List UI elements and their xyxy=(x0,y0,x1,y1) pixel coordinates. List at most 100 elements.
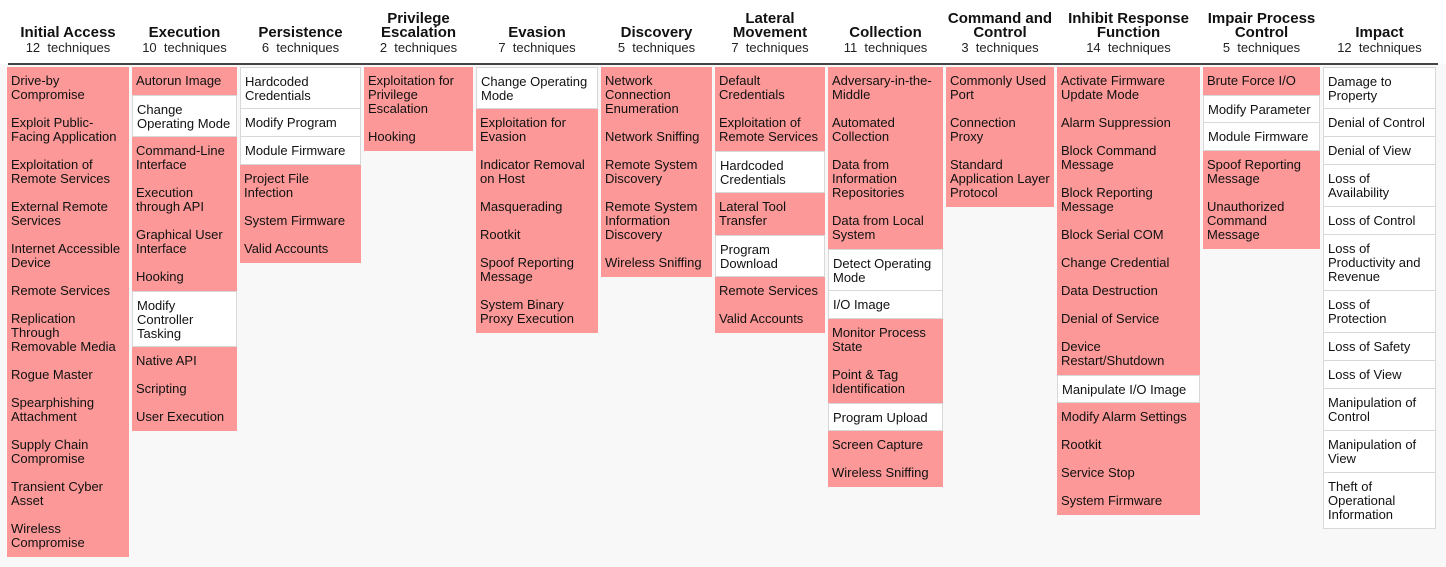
technique-denial-of-control[interactable]: Denial of Control xyxy=(1323,109,1436,137)
technique-loss-of-availability[interactable]: Loss of Availability xyxy=(1323,165,1436,207)
tactic-header-collection[interactable]: Collection 11 techniques xyxy=(828,25,943,55)
technique-modify-alarm-settings[interactable]: Modify Alarm Settings xyxy=(1057,403,1200,431)
technique-change-operating-mode[interactable]: Change Operating Mode xyxy=(132,95,237,137)
technique-internet-accessible-device[interactable]: Internet Accessible Device xyxy=(7,235,129,277)
technique-i-o-image[interactable]: I/O Image xyxy=(828,291,943,319)
technique-activate-firmware-update-mode[interactable]: Activate Firmware Update Mode xyxy=(1057,67,1200,109)
technique-loss-of-view[interactable]: Loss of View xyxy=(1323,361,1436,389)
tactic-header-discovery[interactable]: Discovery 5 techniques xyxy=(601,25,712,55)
technique-change-credential[interactable]: Change Credential xyxy=(1057,249,1200,277)
technique-adversary-in-the-middle[interactable]: Adversary-in-the-Middle xyxy=(828,67,943,109)
technique-theft-of-operational-information[interactable]: Theft of Operational Information xyxy=(1323,473,1436,529)
technique-damage-to-property[interactable]: Damage to Property xyxy=(1323,67,1436,109)
technique-program-upload[interactable]: Program Upload xyxy=(828,403,943,431)
technique-data-from-local-system[interactable]: Data from Local System xyxy=(828,207,943,249)
technique-data-destruction[interactable]: Data Destruction xyxy=(1057,277,1200,305)
technique-external-remote-services[interactable]: External Remote Services xyxy=(7,193,129,235)
technique-service-stop[interactable]: Service Stop xyxy=(1057,459,1200,487)
technique-exploitation-for-evasion[interactable]: Exploitation for Evasion xyxy=(476,109,598,151)
technique-screen-capture[interactable]: Screen Capture xyxy=(828,431,943,459)
technique-module-firmware[interactable]: Module Firmware xyxy=(1203,123,1320,151)
technique-project-file-infection[interactable]: Project File Infection xyxy=(240,165,361,207)
technique-graphical-user-interface[interactable]: Graphical User Interface xyxy=(132,221,237,263)
technique-rogue-master[interactable]: Rogue Master xyxy=(7,361,129,389)
technique-loss-of-control[interactable]: Loss of Control xyxy=(1323,207,1436,235)
technique-hardcoded-credentials[interactable]: Hardcoded Credentials xyxy=(240,67,361,109)
technique-modify-parameter[interactable]: Modify Parameter xyxy=(1203,95,1320,123)
technique-execution-through-api[interactable]: Execution through API xyxy=(132,179,237,221)
technique-manipulate-i-o-image[interactable]: Manipulate I/O Image xyxy=(1057,375,1200,403)
technique-detect-operating-mode[interactable]: Detect Operating Mode xyxy=(828,249,943,291)
technique-modify-controller-tasking[interactable]: Modify Controller Tasking xyxy=(132,291,237,347)
technique-remote-services[interactable]: Remote Services xyxy=(715,277,825,305)
technique-denial-of-service[interactable]: Denial of Service xyxy=(1057,305,1200,333)
technique-masquerading[interactable]: Masquerading xyxy=(476,193,598,221)
technique-system-firmware[interactable]: System Firmware xyxy=(1057,487,1200,515)
tactic-header-inhibit-response-function[interactable]: Inhibit Response Function 14 techniques xyxy=(1057,11,1200,55)
technique-wireless-sniffing[interactable]: Wireless Sniffing xyxy=(828,459,943,487)
technique-hardcoded-credentials[interactable]: Hardcoded Credentials xyxy=(715,151,825,193)
technique-spearphishing-attachment[interactable]: Spearphishing Attachment xyxy=(7,389,129,431)
technique-remote-system-information-discovery[interactable]: Remote System Information Discovery xyxy=(601,193,712,249)
technique-rootkit[interactable]: Rootkit xyxy=(1057,431,1200,459)
technique-brute-force-i-o[interactable]: Brute Force I/O xyxy=(1203,67,1320,95)
technique-native-api[interactable]: Native API xyxy=(132,347,237,375)
technique-hooking[interactable]: Hooking xyxy=(364,123,473,151)
technique-system-binary-proxy-execution[interactable]: System Binary Proxy Execution xyxy=(476,291,598,333)
tactic-header-command-and-control[interactable]: Command and Control 3 techniques xyxy=(946,11,1054,55)
technique-denial-of-view[interactable]: Denial of View xyxy=(1323,137,1436,165)
technique-remote-services[interactable]: Remote Services xyxy=(7,277,129,305)
technique-data-from-information-repositories[interactable]: Data from Information Repositories xyxy=(828,151,943,207)
technique-command-line-interface[interactable]: Command-Line Interface xyxy=(132,137,237,179)
technique-block-serial-com[interactable]: Block Serial COM xyxy=(1057,221,1200,249)
technique-module-firmware[interactable]: Module Firmware xyxy=(240,137,361,165)
technique-program-download[interactable]: Program Download xyxy=(715,235,825,277)
tactic-header-impair-process-control[interactable]: Impair Process Control 5 techniques xyxy=(1203,11,1320,55)
tactic-header-privilege-escalation[interactable]: Privilege Escalation 2 techniques xyxy=(364,11,473,55)
technique-unauthorized-command-message[interactable]: Unauthorized Command Message xyxy=(1203,193,1320,249)
technique-alarm-suppression[interactable]: Alarm Suppression xyxy=(1057,109,1200,137)
technique-automated-collection[interactable]: Automated Collection xyxy=(828,109,943,151)
technique-replication-through-removable-media[interactable]: Replication Through Removable Media xyxy=(7,305,129,361)
technique-network-connection-enumeration[interactable]: Network Connection Enumeration xyxy=(601,67,712,123)
technique-scripting[interactable]: Scripting xyxy=(132,375,237,403)
technique-monitor-process-state[interactable]: Monitor Process State xyxy=(828,319,943,361)
technique-manipulation-of-control[interactable]: Manipulation of Control xyxy=(1323,389,1436,431)
technique-block-command-message[interactable]: Block Command Message xyxy=(1057,137,1200,179)
technique-connection-proxy[interactable]: Connection Proxy xyxy=(946,109,1054,151)
tactic-header-evasion[interactable]: Evasion 7 techniques xyxy=(476,25,598,55)
technique-wireless-compromise[interactable]: Wireless Compromise xyxy=(7,515,129,557)
technique-device-restart-shutdown[interactable]: Device Restart/Shutdown xyxy=(1057,333,1200,375)
technique-exploit-public-facing-application[interactable]: Exploit Public-Facing Application xyxy=(7,109,129,151)
technique-exploitation-of-remote-services[interactable]: Exploitation of Remote Services xyxy=(715,109,825,151)
tactic-header-execution[interactable]: Execution 10 techniques xyxy=(132,25,237,55)
technique-default-credentials[interactable]: Default Credentials xyxy=(715,67,825,109)
technique-autorun-image[interactable]: Autorun Image xyxy=(132,67,237,95)
technique-rootkit[interactable]: Rootkit xyxy=(476,221,598,249)
tactic-header-persistence[interactable]: Persistence 6 techniques xyxy=(240,25,361,55)
technique-transient-cyber-asset[interactable]: Transient Cyber Asset xyxy=(7,473,129,515)
technique-exploitation-of-remote-services[interactable]: Exploitation of Remote Services xyxy=(7,151,129,193)
technique-user-execution[interactable]: User Execution xyxy=(132,403,237,431)
technique-hooking[interactable]: Hooking xyxy=(132,263,237,291)
technique-remote-system-discovery[interactable]: Remote System Discovery xyxy=(601,151,712,193)
tactic-header-initial-access[interactable]: Initial Access 12 techniques xyxy=(7,25,129,55)
technique-point-and-tag-identification[interactable]: Point & Tag Identification xyxy=(828,361,943,403)
technique-commonly-used-port[interactable]: Commonly Used Port xyxy=(946,67,1054,109)
technique-supply-chain-compromise[interactable]: Supply Chain Compromise xyxy=(7,431,129,473)
technique-block-reporting-message[interactable]: Block Reporting Message xyxy=(1057,179,1200,221)
technique-loss-of-protection[interactable]: Loss of Protection xyxy=(1323,291,1436,333)
technique-exploitation-for-privilege-escalation[interactable]: Exploitation for Privilege Escalation xyxy=(364,67,473,123)
tactic-header-lateral-movement[interactable]: Lateral Movement 7 techniques xyxy=(715,11,825,55)
technique-spoof-reporting-message[interactable]: Spoof Reporting Message xyxy=(476,249,598,291)
technique-lateral-tool-transfer[interactable]: Lateral Tool Transfer xyxy=(715,193,825,235)
technique-loss-of-productivity-and-revenue[interactable]: Loss of Productivity and Revenue xyxy=(1323,235,1436,291)
technique-drive-by-compromise[interactable]: Drive-by Compromise xyxy=(7,67,129,109)
technique-standard-application-layer-protocol[interactable]: Standard Application Layer Protocol xyxy=(946,151,1054,207)
tactic-header-impact[interactable]: Impact 12 techniques xyxy=(1323,25,1436,55)
technique-network-sniffing[interactable]: Network Sniffing xyxy=(601,123,712,151)
technique-valid-accounts[interactable]: Valid Accounts xyxy=(715,305,825,333)
technique-indicator-removal-on-host[interactable]: Indicator Removal on Host xyxy=(476,151,598,193)
technique-change-operating-mode[interactable]: Change Operating Mode xyxy=(476,67,598,109)
technique-loss-of-safety[interactable]: Loss of Safety xyxy=(1323,333,1436,361)
